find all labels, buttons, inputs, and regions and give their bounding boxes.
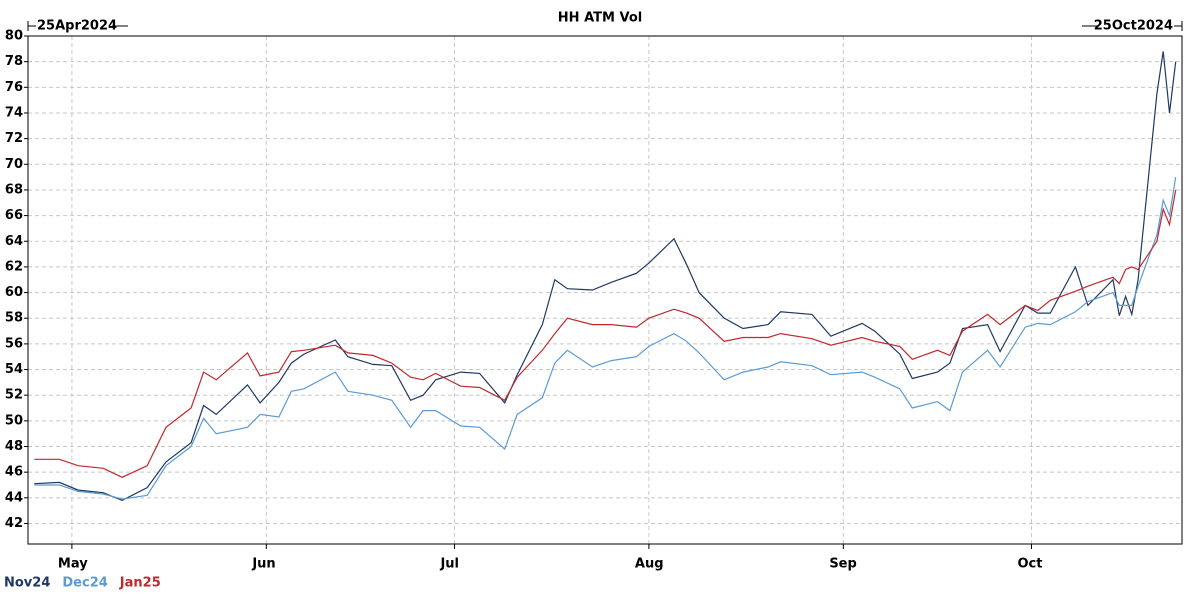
start-label: 25Apr2024 [37, 19, 117, 34]
legend-entry: Jan25 [119, 576, 161, 591]
y-tick-label: 62 [5, 259, 23, 274]
y-tick-label: 70 [5, 157, 23, 172]
series-line [34, 177, 1177, 500]
plot-frame [27, 35, 1183, 545]
y-tick-label: 58 [5, 311, 23, 326]
legend-entry: Nov24 [4, 576, 50, 591]
legend-entry: Dec24 [62, 576, 107, 591]
y-tick-label: 74 [5, 105, 23, 120]
series-line [34, 189, 1177, 478]
lines [34, 51, 1177, 502]
y-tick-label: 68 [5, 182, 23, 197]
y-tick-label: 44 [5, 490, 23, 505]
x-tick-label: Jun [251, 557, 275, 572]
y-tick-label: 76 [5, 80, 23, 95]
y-tick-label: 78 [5, 54, 23, 69]
y-tick-label: 80 [5, 29, 23, 44]
labels: 42 44 46 48 50 52 54 56 58 60 62 64 66 68 70 72 74 76 78 80… [4, 29, 1042, 591]
y-tick-label: 46 [5, 465, 23, 480]
x-tick-label: Sep [829, 557, 857, 572]
y-tick-label: 66 [5, 208, 23, 223]
y-tick-label: 64 [5, 234, 23, 249]
series-line [34, 51, 1177, 502]
y-tick-label: 48 [5, 439, 23, 454]
y-tick-label: 42 [5, 516, 23, 531]
end-label: 25Oct2024 [1094, 19, 1173, 34]
y-tick-label: 72 [5, 131, 23, 146]
grid [28, 35, 1182, 544]
y-tick-label: 60 [5, 285, 23, 300]
x-tick-label: Aug [635, 557, 664, 572]
x-tick-label: May [58, 557, 88, 572]
y-tick-label: 50 [5, 413, 23, 428]
chart-title: HH ATM Vol [558, 11, 642, 26]
y-tick-label: 54 [5, 362, 23, 377]
x-tick-label: Jul [439, 557, 459, 572]
y-tick-label: 52 [5, 388, 23, 403]
x-tick-label: Oct [1017, 557, 1042, 572]
y-tick-label: 56 [5, 336, 23, 351]
